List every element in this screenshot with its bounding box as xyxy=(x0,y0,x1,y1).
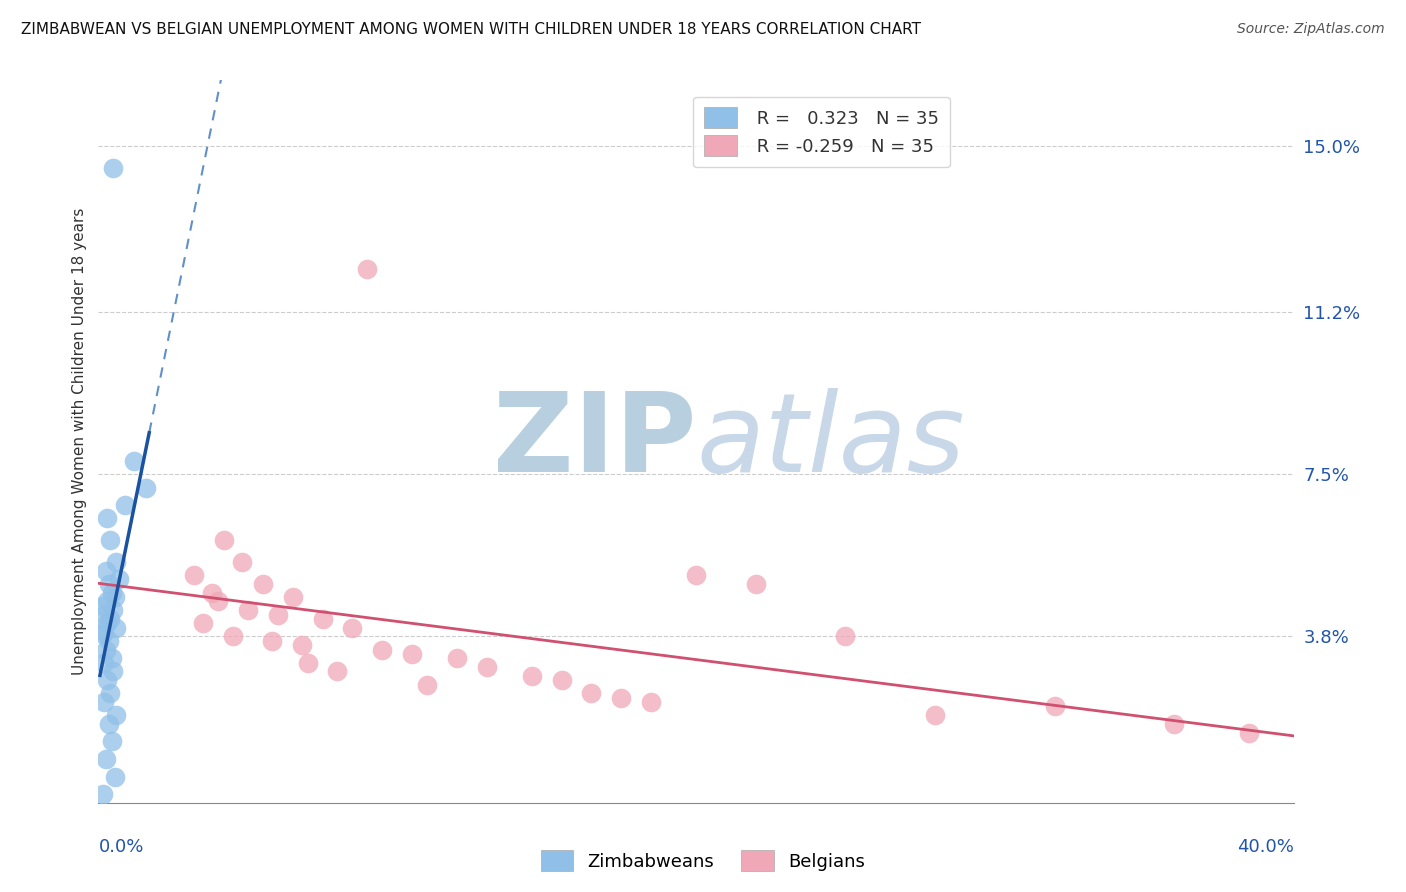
Point xyxy=(610,690,633,705)
Point xyxy=(581,686,603,700)
Point xyxy=(91,627,114,641)
Point xyxy=(267,607,290,622)
Point xyxy=(91,599,114,613)
Point xyxy=(311,612,333,626)
Point xyxy=(520,669,543,683)
Point xyxy=(371,642,394,657)
Point xyxy=(96,594,118,608)
Point xyxy=(104,590,127,604)
Point xyxy=(104,770,127,784)
Point xyxy=(105,555,128,569)
Point xyxy=(222,629,245,643)
Point xyxy=(281,590,304,604)
Point xyxy=(416,677,439,691)
Point xyxy=(183,568,205,582)
Point xyxy=(101,651,124,665)
Point xyxy=(401,647,423,661)
Point xyxy=(356,261,378,276)
Point xyxy=(97,633,120,648)
Point xyxy=(135,481,157,495)
Point xyxy=(98,686,122,700)
Point xyxy=(550,673,572,688)
Point xyxy=(91,787,114,801)
Point xyxy=(326,665,349,679)
Point xyxy=(685,568,707,582)
Point xyxy=(105,621,128,635)
Point xyxy=(834,629,856,643)
Text: Source: ZipAtlas.com: Source: ZipAtlas.com xyxy=(1237,22,1385,37)
Point xyxy=(97,577,120,591)
Text: atlas: atlas xyxy=(696,388,965,495)
Y-axis label: Unemployment Among Women with Children Under 18 years: Unemployment Among Women with Children U… xyxy=(72,208,87,675)
Text: 0.0%: 0.0% xyxy=(98,838,143,855)
Point xyxy=(1043,699,1066,714)
Point xyxy=(342,621,364,635)
Point xyxy=(231,555,253,569)
Point xyxy=(1163,717,1185,731)
Point xyxy=(94,752,117,766)
Legend:  R =   0.323   N = 35,  R = -0.259   N = 35: R = 0.323 N = 35, R = -0.259 N = 35 xyxy=(693,96,950,167)
Point xyxy=(93,607,115,622)
Point xyxy=(291,638,314,652)
Point xyxy=(191,616,214,631)
Point xyxy=(475,660,498,674)
Point xyxy=(201,585,224,599)
Point xyxy=(212,533,235,547)
Point xyxy=(108,573,131,587)
Point xyxy=(103,603,125,617)
Text: ZIP: ZIP xyxy=(492,388,696,495)
Point xyxy=(260,633,283,648)
Point xyxy=(103,161,125,175)
Point xyxy=(124,454,146,468)
Point xyxy=(97,717,120,731)
Point xyxy=(93,656,115,670)
Point xyxy=(98,533,122,547)
Text: ZIMBABWEAN VS BELGIAN UNEMPLOYMENT AMONG WOMEN WITH CHILDREN UNDER 18 YEARS CORR: ZIMBABWEAN VS BELGIAN UNEMPLOYMENT AMONG… xyxy=(21,22,921,37)
Point xyxy=(101,585,124,599)
Point xyxy=(101,734,124,748)
Point xyxy=(745,577,768,591)
Point xyxy=(105,708,128,723)
Point xyxy=(252,577,274,591)
Legend: Zimbabweans, Belgians: Zimbabweans, Belgians xyxy=(533,843,873,879)
Point xyxy=(114,498,136,512)
Point xyxy=(96,616,118,631)
Point xyxy=(94,564,117,578)
Text: 40.0%: 40.0% xyxy=(1237,838,1294,855)
Point xyxy=(236,603,259,617)
Point xyxy=(94,642,117,657)
Point xyxy=(1237,725,1260,739)
Point xyxy=(446,651,468,665)
Point xyxy=(640,695,662,709)
Point xyxy=(93,695,115,709)
Point xyxy=(297,656,319,670)
Point xyxy=(93,625,115,640)
Point xyxy=(98,612,122,626)
Point xyxy=(103,665,125,679)
Point xyxy=(96,673,118,688)
Point xyxy=(207,594,229,608)
Point xyxy=(924,708,946,723)
Point xyxy=(96,511,118,525)
